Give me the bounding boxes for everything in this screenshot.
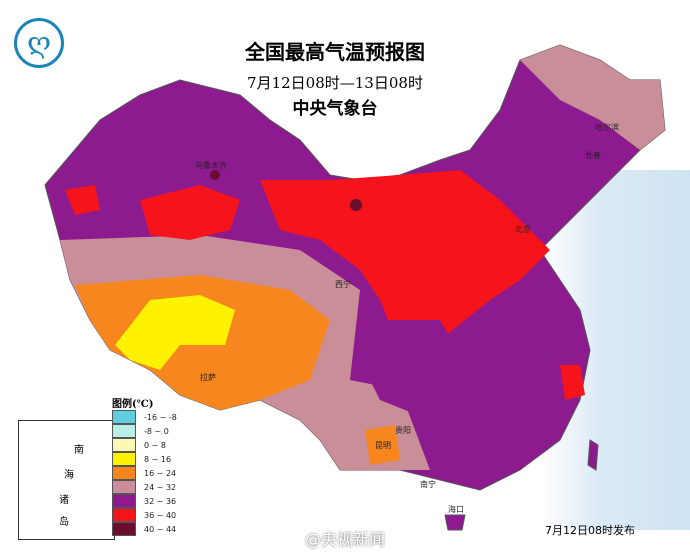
legend-label: 40 ~ 44 [144, 524, 177, 534]
legend-label: 36 ~ 40 [144, 510, 177, 520]
city-label: 哈尔滨 [595, 122, 619, 132]
south-china-sea-inset: 南 海 诸 岛 [18, 420, 115, 540]
legend-item: 16 ~ 24 [112, 466, 177, 480]
zone-24-32-northeast [520, 45, 665, 150]
legend-label: 8 ~ 16 [144, 454, 172, 464]
city-label: 拉萨 [200, 372, 216, 382]
legend-item: 24 ~ 32 [112, 480, 177, 494]
legend-swatch [112, 480, 136, 494]
legend-swatch [112, 452, 136, 466]
zone-36-40-north [260, 170, 550, 350]
legend-swatch [112, 494, 136, 508]
hainan [444, 514, 466, 531]
legend: 图例(℃) -16 ~ -8 -8 ~ 0 0 ~ 8 8 ~ 16 16 ~ 24 24… [112, 395, 177, 536]
legend-item: 8 ~ 16 [112, 452, 177, 466]
legend-item: -8 ~ 0 [112, 424, 177, 438]
legend-item: 0 ~ 8 [112, 438, 177, 452]
legend-swatch [112, 466, 136, 480]
zone-36-40-west [65, 185, 100, 215]
zone-8-16 [115, 295, 235, 370]
legend-label: -8 ~ 0 [144, 426, 169, 436]
legend-label: 0 ~ 8 [144, 440, 166, 450]
city-label: 昆明 [375, 441, 391, 450]
issued-time: 7月12日08时发布 [545, 524, 635, 537]
legend-swatch [112, 438, 136, 452]
legend-swatch [112, 424, 136, 438]
legend-label: -16 ~ -8 [144, 412, 177, 422]
city-label: 乌鲁木齐 [195, 160, 227, 170]
city-label: 北京 [515, 224, 531, 234]
city-label: 西宁 [335, 279, 351, 289]
taiwan [587, 439, 599, 471]
city-label: 海口 [448, 504, 464, 514]
zone-36-40-east [560, 365, 585, 400]
legend-swatch [112, 522, 136, 536]
legend-item: 40 ~ 44 [112, 522, 177, 536]
legend-label: 32 ~ 36 [144, 496, 177, 506]
legend-swatch [112, 410, 136, 424]
legend-swatch [112, 508, 136, 522]
legend-item: 32 ~ 36 [112, 494, 177, 508]
inset-label: 岛 [59, 517, 69, 528]
map-title: 全国最高气温预报图 [245, 40, 425, 64]
issuer: 中央气象台 [292, 99, 378, 119]
zone-32-36-central [360, 320, 470, 420]
city-label: 长春 [585, 150, 601, 160]
inset-label: 海 [64, 470, 74, 481]
city-label: 南宁 [420, 479, 436, 489]
legend-item: 36 ~ 40 [112, 508, 177, 522]
legend-label: 24 ~ 32 [144, 482, 177, 492]
legend-title: 图例(℃) [112, 399, 154, 410]
zone-36-40-xinjiang [140, 185, 240, 240]
inset-label: 南 [74, 445, 84, 456]
inset-label: 诸 [59, 495, 69, 506]
forecast-period: 7月12日08时—13日08时 [247, 74, 423, 92]
zone-16-24-yunnan [365, 425, 400, 465]
legend-label: 16 ~ 24 [144, 468, 177, 478]
watermark: @央视新闻 [305, 530, 386, 549]
city-label: 贵阳 [395, 425, 411, 435]
legend-item: -16 ~ -8 [112, 410, 177, 424]
cma-logo-icon: ღ [14, 18, 64, 68]
